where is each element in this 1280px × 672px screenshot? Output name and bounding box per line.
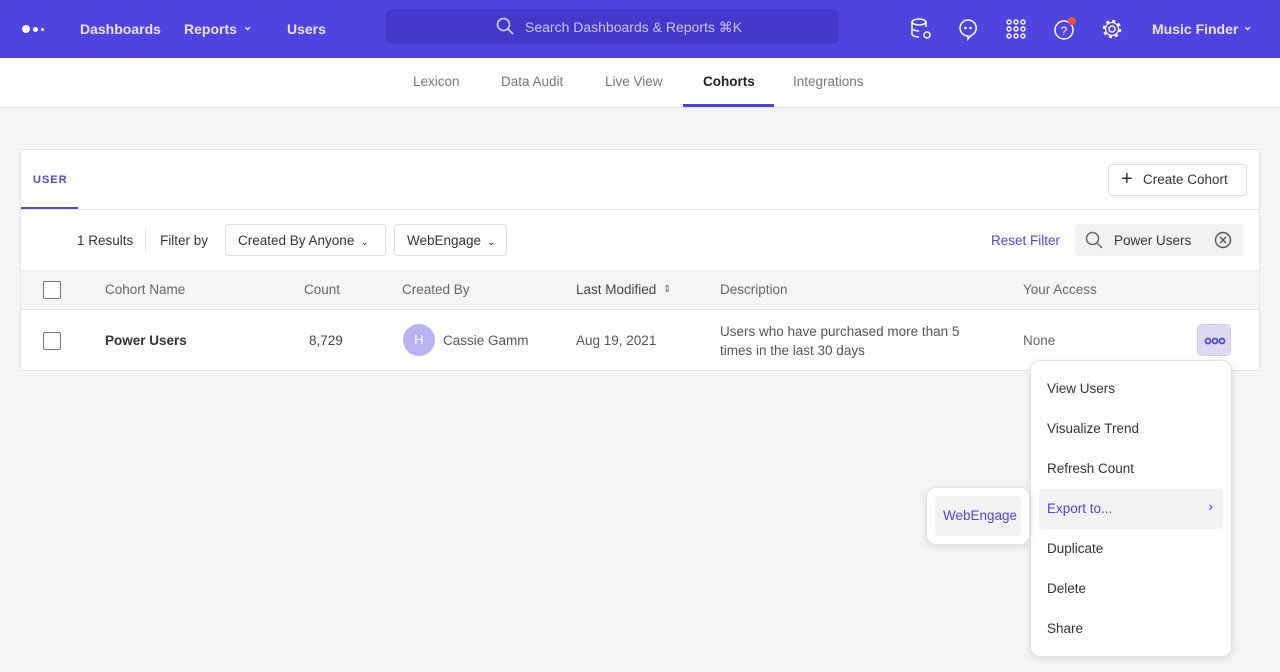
chevron-down-icon: ⌄ <box>243 21 253 33</box>
create-cohort-label: Create Cohort <box>1143 172 1228 187</box>
column-description: Description <box>720 282 788 297</box>
cohort-count: 8,729 <box>309 333 343 348</box>
tab-data-audit[interactable]: Data Audit <box>501 74 564 89</box>
tab-user[interactable]: USER <box>33 174 68 186</box>
access-level: None <box>1023 333 1056 348</box>
project-selector[interactable]: Music Finder <box>1152 21 1239 37</box>
tab-cohorts[interactable]: Cohorts <box>703 74 755 89</box>
submenu-webengage[interactable]: WebEngage <box>935 496 1021 536</box>
nav-dashboards[interactable]: Dashboards <box>80 21 161 37</box>
chevron-down-icon: ⌄ <box>1243 21 1253 33</box>
avatar: H <box>403 324 435 356</box>
menu-visualize-trend[interactable]: Visualize Trend <box>1047 421 1140 436</box>
search-input[interactable]: Search Dashboards & Reports ⌘K <box>386 9 839 44</box>
last-modified: Aug 19, 2021 <box>576 333 657 348</box>
apps-grid-icon[interactable] <box>1004 17 1028 41</box>
created-by-filter-label: Created By Anyone <box>238 233 355 248</box>
svg-text:?: ? <box>1061 24 1068 38</box>
column-cohort-name[interactable]: Cohort Name <box>105 282 186 297</box>
select-all-checkbox[interactable] <box>43 281 61 299</box>
sub-navbar: Lexicon Data Audit Live View Cohorts Int… <box>0 58 1280 108</box>
more-options-button[interactable] <box>1197 324 1231 356</box>
column-count[interactable]: Count <box>304 282 341 297</box>
cohorts-panel: USER + Create Cohort 1 Results Filter by… <box>20 149 1260 371</box>
cohort-actions-menu: View Users Visualize Trend Refresh Count… <box>1030 360 1232 657</box>
more-dots-icon <box>1204 337 1226 345</box>
plus-icon: + <box>1121 168 1133 190</box>
table-row[interactable]: Power Users 8,729 H Cassie Gamm Aug 19, … <box>21 311 1259 371</box>
menu-share[interactable]: Share <box>1047 621 1084 636</box>
search-placeholder: Search Dashboards & Reports ⌘K <box>525 19 743 35</box>
integration-filter-label: WebEngage <box>407 233 482 248</box>
menu-delete[interactable]: Delete <box>1047 581 1087 596</box>
divider <box>21 209 1259 210</box>
tab-integrations[interactable]: Integrations <box>793 74 864 89</box>
nav-reports[interactable]: Reports <box>184 21 237 37</box>
data-settings-icon[interactable] <box>909 17 933 41</box>
tab-indicator <box>21 207 78 209</box>
column-your-access: Your Access <box>1023 282 1097 297</box>
chevron-right-icon: › <box>1208 499 1214 514</box>
column-last-modified[interactable]: Last Modified <box>576 282 657 297</box>
created-by-filter[interactable]: Created By Anyone ⌄ <box>225 224 386 256</box>
menu-refresh-count[interactable]: Refresh Count <box>1047 461 1135 476</box>
results-count: 1 Results <box>77 233 134 248</box>
cohort-name[interactable]: Power Users <box>105 333 187 348</box>
menu-view-users[interactable]: View Users <box>1047 381 1116 396</box>
clear-icon[interactable] <box>1214 231 1232 249</box>
export-submenu: WebEngage <box>926 487 1030 545</box>
chevron-down-icon: ⌄ <box>487 237 496 248</box>
chat-icon[interactable] <box>956 17 980 41</box>
divider <box>145 228 146 252</box>
menu-export-to[interactable]: Export to... › <box>1039 489 1223 529</box>
settings-icon[interactable] <box>1100 17 1124 41</box>
reset-filter-link[interactable]: Reset Filter <box>991 233 1061 248</box>
search-icon <box>1085 231 1103 249</box>
create-cohort-button[interactable]: + Create Cohort <box>1108 164 1247 196</box>
search-icon <box>496 17 514 35</box>
active-tab-indicator <box>683 104 774 107</box>
cohort-search-input[interactable]: Power Users <box>1075 224 1243 256</box>
column-created-by[interactable]: Created By <box>402 282 470 297</box>
sort-icon[interactable]: ⇕ <box>663 284 672 295</box>
tab-live-view[interactable]: Live View <box>605 74 663 89</box>
description: Users who have purchased more than 5 tim… <box>720 324 960 358</box>
top-navbar: Dashboards Reports ⌄ Users Search Dashbo… <box>0 0 1280 58</box>
created-by-name: Cassie Gamm <box>443 333 529 348</box>
nav-users[interactable]: Users <box>287 21 326 37</box>
export-label: Export to... <box>1047 501 1113 516</box>
filter-by-label: Filter by <box>160 233 209 248</box>
integration-filter[interactable]: WebEngage ⌄ <box>394 224 507 256</box>
tab-lexicon[interactable]: Lexicon <box>413 74 460 89</box>
chevron-down-icon: ⌄ <box>360 237 369 248</box>
row-checkbox[interactable] <box>43 332 61 350</box>
table-header <box>21 270 1259 310</box>
help-icon[interactable]: ? <box>1052 17 1076 41</box>
search-value: Power Users <box>1114 233 1192 248</box>
menu-duplicate[interactable]: Duplicate <box>1047 541 1104 556</box>
